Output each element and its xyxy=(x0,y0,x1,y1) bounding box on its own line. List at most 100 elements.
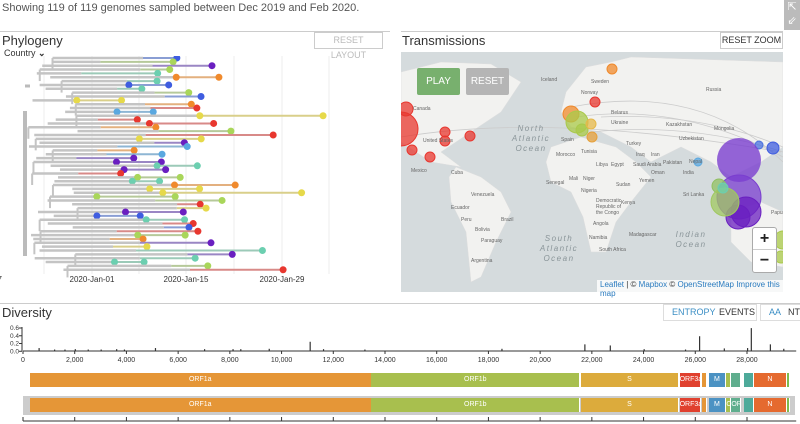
entropy-bar[interactable] xyxy=(750,328,752,351)
map-transmission-circle[interactable] xyxy=(424,151,436,163)
tree-tip[interactable] xyxy=(154,69,162,77)
entropy-bar[interactable] xyxy=(746,348,749,351)
tree-tip[interactable] xyxy=(166,66,174,74)
map-transmission-circle[interactable] xyxy=(401,101,414,117)
gene-orf1b[interactable]: ORF1b xyxy=(371,373,581,387)
tree-tip[interactable] xyxy=(181,231,189,239)
tree-tip[interactable] xyxy=(125,81,133,89)
map-transmission-circle[interactable] xyxy=(717,138,761,182)
gene-orf8[interactable] xyxy=(744,373,754,387)
entropy-bar[interactable] xyxy=(38,348,40,351)
map-transmission-circle[interactable] xyxy=(406,144,418,156)
gene-orf1a[interactable]: ORF1a xyxy=(29,373,372,387)
map-transmission-circle[interactable] xyxy=(575,123,589,137)
tree-tip[interactable] xyxy=(142,216,150,224)
tree-tip[interactable] xyxy=(231,181,239,189)
map-transmission-circle[interactable] xyxy=(693,157,703,167)
tree-tip[interactable] xyxy=(183,143,191,151)
entropy-bar[interactable] xyxy=(116,349,118,351)
tree-tip[interactable] xyxy=(117,170,125,177)
tree-tip[interactable] xyxy=(121,208,129,216)
tree-tip[interactable] xyxy=(140,258,148,266)
color-by-dropdown[interactable]: Country ⌄ xyxy=(4,48,46,59)
tree-tip[interactable] xyxy=(128,177,136,185)
entropy-bar[interactable] xyxy=(723,348,725,351)
tree-tip[interactable] xyxy=(176,173,184,181)
tree-tip[interactable] xyxy=(159,189,167,197)
panel-size-controls[interactable]: ⇱ ⇙ xyxy=(784,0,800,30)
tree-tip[interactable] xyxy=(143,243,151,251)
tree-tip[interactable] xyxy=(197,93,205,100)
tree-tip[interactable] xyxy=(153,77,161,85)
gene-n[interactable]: N xyxy=(754,398,787,412)
tree-tip[interactable] xyxy=(133,116,141,124)
tree-tip[interactable] xyxy=(210,119,218,127)
entropy-bar[interactable] xyxy=(54,349,56,351)
tree-tip[interactable] xyxy=(204,262,212,270)
gene-orf10[interactable] xyxy=(787,398,791,412)
entropy-bar[interactable] xyxy=(584,344,586,351)
improve-map-link[interactable]: Improve this map xyxy=(600,280,780,298)
gene-orf3a[interactable]: ORF3a xyxy=(679,373,701,387)
tree-tip[interactable] xyxy=(185,89,193,97)
entropy-bar[interactable] xyxy=(240,349,242,351)
entropy-bar[interactable] xyxy=(609,345,611,351)
tree-tip[interactable] xyxy=(187,100,195,108)
aa-tab[interactable]: AA xyxy=(769,307,782,317)
entropy-bar[interactable] xyxy=(699,336,701,351)
leaflet-link[interactable]: Leaflet xyxy=(600,280,625,289)
gene-e[interactable] xyxy=(701,398,708,412)
tree-tip[interactable] xyxy=(111,258,119,266)
gene-orf6[interactable]: ORF7a xyxy=(726,398,732,412)
entropy-bar[interactable] xyxy=(74,349,76,351)
gene-e[interactable] xyxy=(701,373,708,387)
tree-tip[interactable] xyxy=(196,112,204,120)
tree-tip[interactable] xyxy=(149,108,157,116)
entropy-bar[interactable] xyxy=(684,349,687,351)
map-transmission-circle[interactable] xyxy=(606,63,618,75)
entropy-bar[interactable] xyxy=(87,349,89,351)
entropy-bar[interactable] xyxy=(309,341,311,351)
mapbox-link[interactable]: Mapbox xyxy=(638,280,668,289)
nt-tab[interactable]: NT xyxy=(788,307,800,317)
tree-tip[interactable] xyxy=(113,108,121,116)
tree-tip[interactable] xyxy=(197,135,205,143)
map-transmission-circle[interactable] xyxy=(401,111,419,147)
entropy-bar[interactable] xyxy=(123,349,126,351)
entropy-tab[interactable]: ENTROPY xyxy=(672,307,716,317)
map-transmission-circle[interactable] xyxy=(589,96,601,108)
entropy-bar[interactable] xyxy=(154,348,157,351)
collapse-icon[interactable]: ⇙ xyxy=(787,15,797,27)
osm-link[interactable]: OpenStreetMap xyxy=(677,280,734,289)
tree-tip[interactable] xyxy=(152,123,160,131)
gene-orf10[interactable] xyxy=(787,373,791,387)
tree-tip[interactable] xyxy=(193,162,201,170)
tree-tip[interactable] xyxy=(208,62,216,70)
map-transmission-circle[interactable] xyxy=(717,182,729,194)
tree-tip[interactable] xyxy=(146,185,154,193)
tree-tip[interactable] xyxy=(298,189,306,197)
tree-tip[interactable] xyxy=(196,185,204,193)
gene-s[interactable]: S xyxy=(580,373,680,387)
tree-tip[interactable] xyxy=(207,239,215,247)
entropy-chart[interactable]: 0.60.40.20.00 2,000 4,000 6,000 8,000 10,000 1… xyxy=(0,322,800,424)
tree-tip[interactable] xyxy=(171,193,179,201)
reset-button[interactable]: RESET xyxy=(466,68,509,95)
tree-tip[interactable] xyxy=(193,104,201,112)
tree-tip[interactable] xyxy=(158,150,166,158)
map-circles[interactable] xyxy=(401,52,783,292)
tree-tip[interactable] xyxy=(258,247,266,254)
tree-tip[interactable] xyxy=(162,166,170,174)
zoom-in-button[interactable]: + xyxy=(753,228,776,250)
tree-tip[interactable] xyxy=(181,216,189,224)
tree-tip[interactable] xyxy=(191,254,199,262)
entropy-bar[interactable] xyxy=(232,349,234,351)
tree-tip[interactable] xyxy=(172,73,180,81)
tree-tip[interactable] xyxy=(112,158,120,166)
expand-icon[interactable]: ⇱ xyxy=(787,1,797,13)
tree-tip[interactable] xyxy=(227,127,235,135)
entropy-bar[interactable] xyxy=(643,349,645,351)
reset-layout-button[interactable]: RESET LAYOUT xyxy=(314,32,383,60)
entropy-bar[interactable] xyxy=(100,349,102,351)
transmission-map[interactable]: North Atlantic Ocean South Atlantic Ocea… xyxy=(401,52,783,292)
